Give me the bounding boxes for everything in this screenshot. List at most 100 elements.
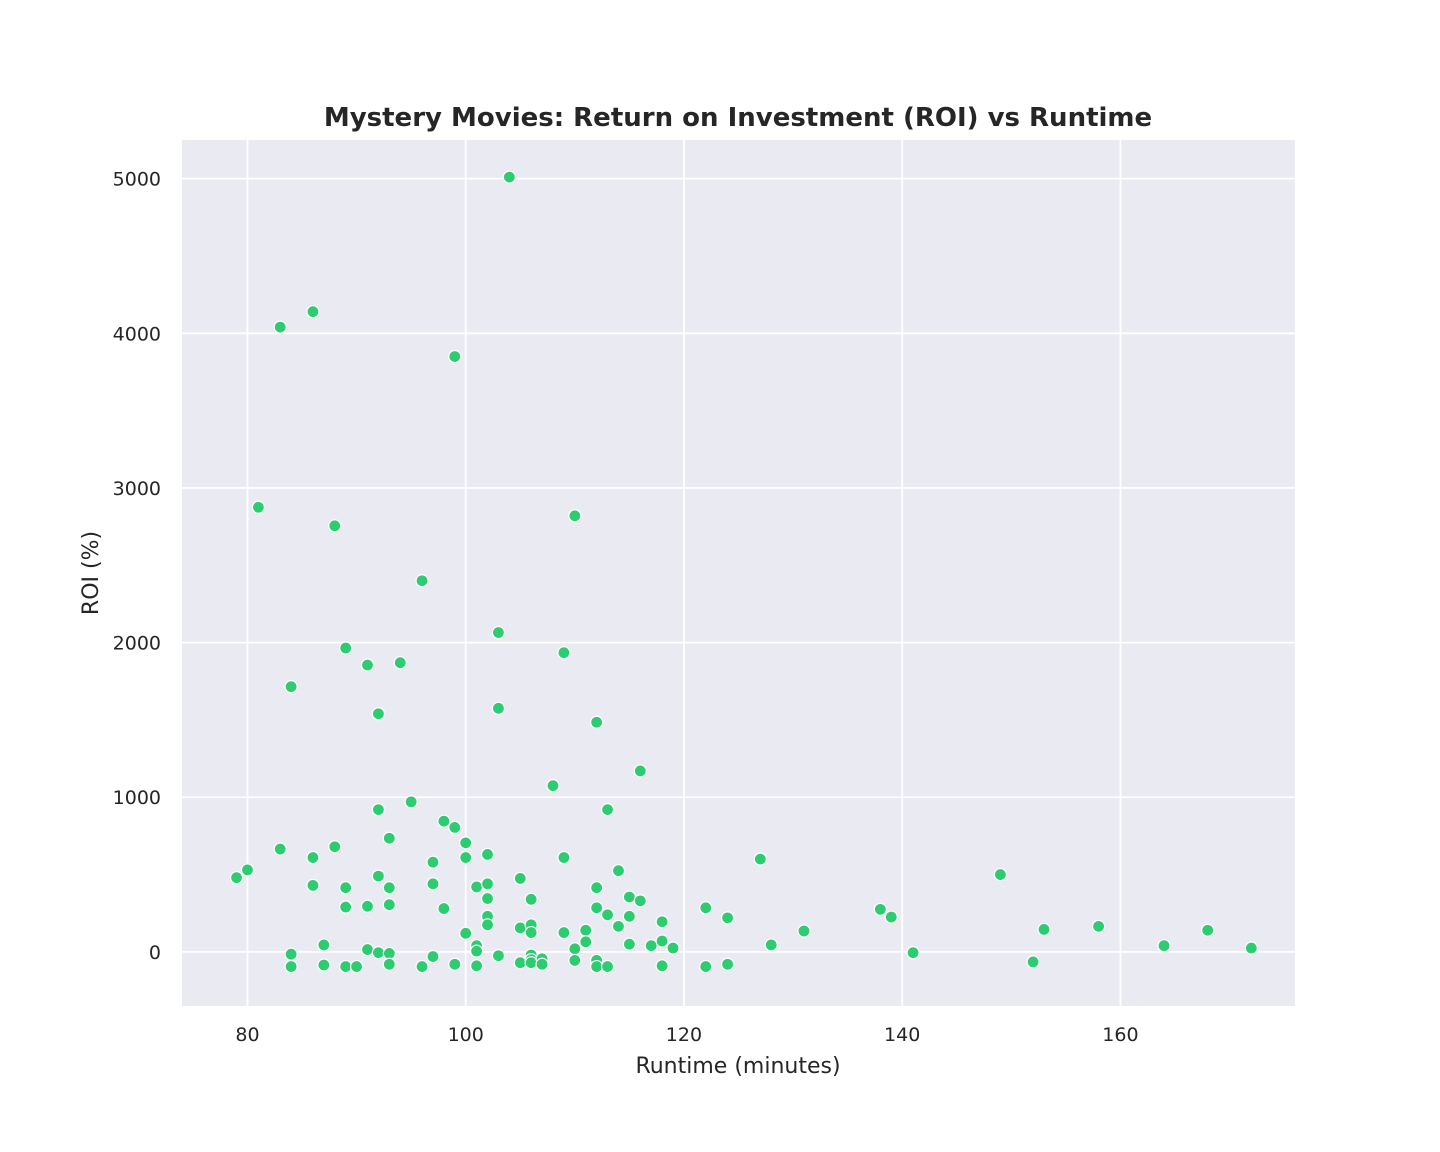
data-point xyxy=(622,890,636,904)
data-point xyxy=(600,959,615,974)
data-point xyxy=(371,707,386,721)
y-tick-label: 1000 xyxy=(113,787,161,809)
x-tick-label: 160 xyxy=(1102,1024,1138,1046)
data-point xyxy=(993,867,1007,882)
data-point xyxy=(360,899,375,913)
data-point xyxy=(699,959,713,974)
data-point xyxy=(426,855,440,869)
data-point xyxy=(328,519,342,533)
data-point xyxy=(360,942,375,957)
data-point xyxy=(666,941,680,955)
data-point xyxy=(393,656,407,670)
data-point xyxy=(568,509,582,523)
data-point xyxy=(524,892,538,906)
data-point xyxy=(349,959,364,974)
data-point xyxy=(557,646,571,660)
data-point xyxy=(339,900,353,914)
data-point xyxy=(339,881,353,895)
data-point xyxy=(317,958,331,972)
data-point xyxy=(502,170,516,184)
data-point xyxy=(655,934,669,948)
data-point xyxy=(611,864,626,878)
x-tick-label: 120 xyxy=(666,1024,702,1046)
data-point xyxy=(513,921,527,935)
data-point xyxy=(415,959,429,974)
y-tick-label: 0 xyxy=(149,942,161,964)
data-point xyxy=(382,898,396,912)
data-point xyxy=(480,847,495,862)
data-point xyxy=(448,957,462,971)
data-point xyxy=(622,937,636,951)
y-tick-labels: 0 1000 2000 3000 4000 5000 xyxy=(113,169,161,964)
data-point xyxy=(382,957,396,971)
data-point xyxy=(590,901,604,915)
data-point xyxy=(568,942,582,956)
data-point xyxy=(306,850,320,865)
data-point xyxy=(590,715,604,729)
data-point xyxy=(633,894,647,908)
plot-area xyxy=(182,140,1295,1006)
data-point xyxy=(240,863,255,877)
data-point xyxy=(524,956,538,970)
data-point xyxy=(699,901,713,915)
x-tick-label: 80 xyxy=(235,1024,259,1046)
data-point xyxy=(655,959,669,973)
data-point xyxy=(273,320,287,334)
y-axis-label: ROI (%) xyxy=(79,531,104,615)
data-point xyxy=(426,877,440,891)
data-point xyxy=(382,881,396,895)
data-point xyxy=(622,909,636,923)
data-point xyxy=(371,869,386,883)
data-point xyxy=(459,836,473,850)
data-point xyxy=(873,902,887,916)
data-point xyxy=(611,919,626,933)
data-point xyxy=(720,957,735,971)
data-point xyxy=(764,938,778,952)
data-point xyxy=(600,908,615,922)
y-tick-label: 5000 xyxy=(113,169,161,191)
data-point xyxy=(535,957,549,971)
data-point xyxy=(579,935,593,949)
data-point xyxy=(797,924,811,938)
data-point xyxy=(491,625,506,640)
data-point xyxy=(1244,941,1258,955)
data-point xyxy=(513,871,527,886)
data-point xyxy=(437,814,451,828)
y-tick-label: 2000 xyxy=(113,633,161,655)
x-tick-labels: 80 100 120 140 160 xyxy=(235,1024,1138,1046)
data-point xyxy=(590,881,604,895)
chart-title: Mystery Movies: Return on Investment (RO… xyxy=(324,103,1152,133)
data-point xyxy=(459,850,473,865)
data-point xyxy=(491,701,506,715)
data-point xyxy=(524,925,538,940)
data-point xyxy=(579,923,593,937)
data-point xyxy=(371,946,386,960)
data-point xyxy=(470,944,484,958)
data-point xyxy=(557,850,571,865)
x-tick-label: 100 xyxy=(448,1024,484,1046)
data-point xyxy=(1201,923,1215,937)
data-point xyxy=(328,840,342,854)
data-point xyxy=(251,500,265,514)
data-point xyxy=(557,925,571,940)
data-point xyxy=(906,946,920,960)
data-point xyxy=(360,658,375,672)
data-point xyxy=(753,852,767,866)
data-point xyxy=(437,901,451,916)
data-point xyxy=(546,779,560,793)
data-point xyxy=(317,938,331,952)
x-tick-label: 140 xyxy=(884,1024,920,1046)
y-tick-label: 4000 xyxy=(113,323,161,345)
data-point xyxy=(371,803,386,817)
data-point xyxy=(720,911,735,925)
data-points xyxy=(229,170,1258,974)
data-point xyxy=(459,926,473,940)
data-point xyxy=(306,878,320,892)
data-point xyxy=(284,680,298,694)
data-point xyxy=(513,956,527,970)
data-point xyxy=(480,891,495,906)
data-point xyxy=(448,349,462,364)
data-point xyxy=(480,877,495,891)
data-point xyxy=(1026,955,1040,969)
data-point xyxy=(306,305,320,319)
